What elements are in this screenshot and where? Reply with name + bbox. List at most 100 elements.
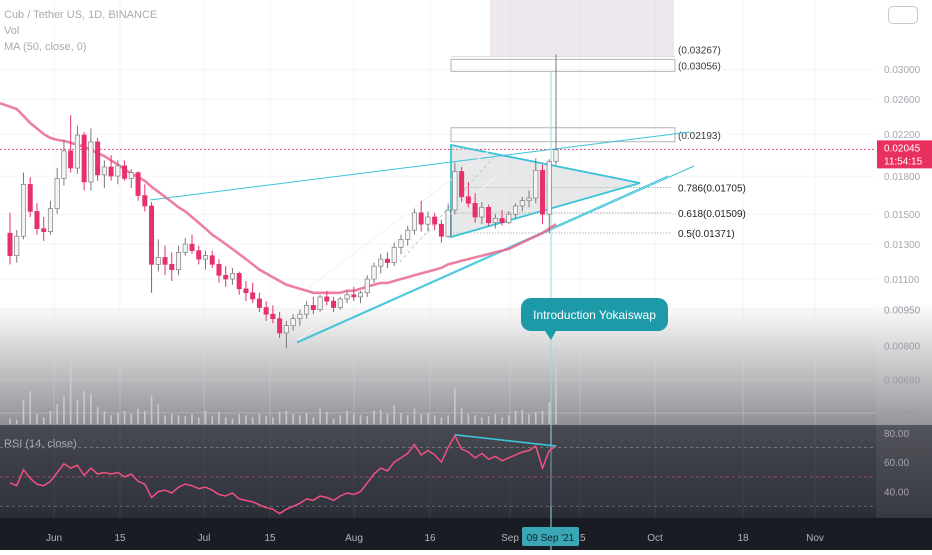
candle-body [364, 278, 370, 294]
candle-body [337, 298, 343, 308]
candle-body [432, 216, 438, 225]
volume-bar [130, 414, 133, 424]
candle-body [324, 296, 330, 302]
time-axis-background [0, 518, 932, 550]
price-tick: 0.02200 [884, 130, 921, 141]
volume-bar [49, 410, 52, 424]
candle-body [135, 172, 141, 196]
volume-bar [76, 399, 79, 424]
price-axis-background [876, 0, 932, 518]
callout-bubble [521, 298, 668, 331]
candle-body [250, 292, 256, 300]
price-tick: 0.01500 [884, 210, 921, 221]
current-price-label: 0.02045 [884, 143, 921, 154]
candle-body [411, 212, 417, 231]
volume-bar [218, 411, 220, 424]
candle-body [229, 273, 235, 280]
candle-body [297, 313, 303, 319]
volume-bar [83, 391, 85, 424]
volume-bar [211, 416, 214, 424]
candle-body [418, 212, 424, 225]
volume-bar [157, 404, 160, 424]
layout-menu-button[interactable] [888, 6, 918, 24]
volume-bar [373, 410, 375, 424]
channel-upper-line [297, 149, 491, 297]
time-tick: Aug [345, 533, 363, 544]
candle-body [472, 203, 478, 218]
volume-bar [29, 391, 32, 424]
candle-body [358, 292, 364, 298]
price-tick: 0.00580 [884, 409, 921, 420]
volume-legend: Vol [4, 25, 20, 37]
candle-body [398, 239, 404, 248]
volume-bar [528, 414, 530, 424]
candle-body [7, 232, 13, 256]
candle-body [384, 258, 390, 263]
volume-bar [508, 415, 510, 424]
time-tick: 15 [114, 533, 126, 544]
volume-bar [386, 414, 389, 424]
candle-body [277, 318, 283, 334]
countdown-label: 11:54:15 [884, 156, 923, 167]
candle-body [533, 170, 539, 199]
candle-body [283, 325, 289, 334]
time-tick: 18 [737, 533, 749, 544]
candle-body [459, 171, 465, 198]
volume-bar [265, 416, 267, 424]
volume-bar [69, 352, 72, 424]
candle-body [479, 207, 485, 218]
time-tick: 15 [264, 533, 276, 544]
volume-bar [150, 395, 153, 424]
volume-bar [379, 409, 382, 424]
candle-body [209, 255, 215, 265]
rsi-tick: 80.00 [884, 429, 909, 440]
volume-bar [305, 413, 308, 424]
time-tick: 16 [424, 533, 436, 544]
candle-body [189, 243, 195, 251]
cursor-date-label: 09 Sep '21 [527, 533, 575, 544]
box-label-low: (0.02193) [678, 131, 721, 142]
candle-body [95, 141, 101, 176]
candle-body [108, 166, 114, 177]
candle-body [236, 273, 242, 290]
candle-body [344, 294, 350, 300]
volume-bar [555, 347, 557, 424]
volume-bar [123, 410, 126, 424]
volume-bar [15, 419, 18, 424]
candle-body [54, 178, 60, 209]
volume-bar [359, 415, 362, 424]
rsi-tick: 40.00 [884, 488, 909, 499]
level-box-030 [450, 58, 676, 72]
volume-bar [164, 415, 166, 424]
level-box-021 [450, 127, 676, 143]
candle-body [34, 211, 40, 229]
ma-legend: MA (50, close, 0) [4, 41, 87, 53]
rsi-divergence-line [454, 434, 557, 447]
candle-body [371, 265, 377, 280]
candle-body [243, 288, 249, 294]
fib-label-0: 0.786(0.01705) [678, 183, 746, 194]
volume-bar [224, 417, 227, 424]
volume-bar [420, 414, 422, 424]
volume-bar [541, 410, 544, 424]
candle-body [553, 149, 559, 162]
volume-bar [272, 417, 274, 424]
volume-bar [96, 406, 99, 424]
time-tick: 15 [574, 533, 586, 544]
support-trendline [296, 175, 669, 343]
candle-body [128, 172, 134, 179]
volume-bar [413, 408, 416, 424]
candle-body [149, 205, 155, 265]
price-tick: 0.01300 [884, 240, 921, 251]
trendline-drawings [149, 72, 695, 550]
candle-body [176, 252, 182, 271]
candle-body [196, 250, 202, 260]
volume-bar [319, 408, 321, 424]
axes: 0.03000 0.02600 0.02200 0.01800 0.01500 0.013… [46, 65, 932, 546]
annotation-labels: Introduction Yokaiswap [521, 298, 668, 340]
candle-body [492, 218, 498, 224]
candle-body [526, 197, 532, 201]
